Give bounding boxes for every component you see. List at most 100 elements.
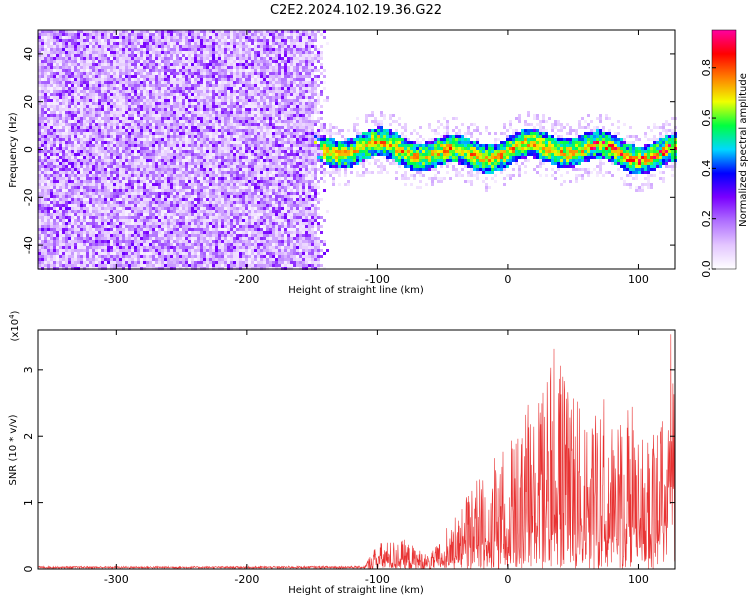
spectrogram-cell xyxy=(212,180,215,183)
spectrogram-cell xyxy=(125,144,128,147)
spectrogram-cell xyxy=(83,129,86,132)
spectrogram-cell xyxy=(203,141,206,144)
spectrogram-cell xyxy=(206,219,209,222)
spectrogram-cell xyxy=(197,204,200,207)
spectrogram-cell xyxy=(218,132,221,135)
spectrogram-cell xyxy=(221,243,224,246)
spectrogram-cell xyxy=(185,147,188,150)
spectrogram-cell xyxy=(167,195,170,198)
spectrogram-cell xyxy=(161,228,164,231)
spectrogram-cell xyxy=(89,39,92,42)
spectrogram-cell xyxy=(188,228,191,231)
spectrogram-cell xyxy=(146,57,149,60)
spectrogram-cell xyxy=(209,219,212,222)
spectrogram-cell xyxy=(167,177,170,180)
spectrogram-cell xyxy=(188,123,191,126)
spectrogram-cell xyxy=(155,231,158,234)
spectrogram-cell xyxy=(53,33,56,36)
spectrogram-cell xyxy=(104,45,107,48)
spectrogram-cell xyxy=(74,87,77,90)
spectrogram-cell xyxy=(89,186,92,189)
spectrogram-cell xyxy=(44,177,47,180)
spectrogram-cell xyxy=(134,231,137,234)
spectrogram-cell xyxy=(179,36,182,39)
spectrogram-cell xyxy=(212,93,215,96)
spectrogram-cell xyxy=(209,84,212,87)
spectrogram-cell xyxy=(221,87,224,90)
spectrogram-cell xyxy=(161,132,164,135)
spectrogram-cell xyxy=(80,201,83,204)
spectrogram-cell xyxy=(128,252,131,255)
spectrogram-cell xyxy=(77,105,80,108)
spectrogram-cell xyxy=(158,210,161,213)
spectrogram-cell xyxy=(212,141,215,144)
spectrogram-cell xyxy=(179,165,182,168)
spectrogram-cell xyxy=(98,198,101,201)
spectrogram-cell xyxy=(161,147,164,150)
spectrogram-cell xyxy=(38,60,41,63)
spectrogram-cell xyxy=(203,39,206,42)
spectrogram-cell xyxy=(155,144,158,147)
spectrogram-cell xyxy=(188,33,191,36)
spectrogram-cell xyxy=(47,231,50,234)
spectrogram-cell xyxy=(170,120,173,123)
spectrogram-cell xyxy=(68,255,71,258)
spectrogram-cell xyxy=(101,264,104,267)
spectrogram-cell xyxy=(185,93,188,96)
spectrogram-cell xyxy=(80,51,83,54)
spectrogram-cell xyxy=(80,33,83,36)
spectrogram-cell xyxy=(122,216,125,219)
spectrogram-cell xyxy=(68,207,71,210)
spectrogram-cell xyxy=(194,159,197,162)
spectrogram-cell xyxy=(128,255,131,258)
spectrogram-cell xyxy=(140,102,143,105)
spectrogram-cell xyxy=(62,216,65,219)
spectrogram-cell xyxy=(152,258,155,261)
spectrogram-cell xyxy=(119,42,122,45)
spectrogram-cell xyxy=(74,144,77,147)
spectrogram-cell xyxy=(107,237,110,240)
spectrogram-cell xyxy=(71,105,74,108)
spectrogram-cell xyxy=(128,33,131,36)
spectrogram-cell xyxy=(128,264,131,267)
spectrogram-cell xyxy=(59,132,62,135)
spectrogram-cell xyxy=(62,195,65,198)
spectrogram-cell xyxy=(83,210,86,213)
spectrogram-cell xyxy=(68,72,71,75)
spectrogram-cell xyxy=(125,78,128,81)
spectrogram-cell xyxy=(80,147,83,150)
spectrogram-cell xyxy=(38,189,41,192)
spectrogram-cell xyxy=(38,105,41,108)
spectrogram-cell xyxy=(68,180,71,183)
spectrogram-cell xyxy=(113,45,116,48)
spectrogram-cell xyxy=(65,156,68,159)
spectrogram-cell xyxy=(146,216,149,219)
spectrogram-cell xyxy=(161,78,164,81)
spectrogram-cell xyxy=(173,225,176,228)
spectrogram-cell xyxy=(137,222,140,225)
spectrogram-cell xyxy=(110,225,113,228)
spectrogram-cell xyxy=(44,189,47,192)
spectrogram-cell xyxy=(179,171,182,174)
spectrogram-cell xyxy=(86,36,89,39)
spectrogram-cell xyxy=(65,162,68,165)
spectrogram-cell xyxy=(185,51,188,54)
spectrogram-cell xyxy=(65,144,68,147)
spectrogram-cell xyxy=(89,213,92,216)
spectrogram-cell xyxy=(197,198,200,201)
spectrogram-cell xyxy=(53,60,56,63)
spectrogram-cell xyxy=(173,210,176,213)
spectrogram-cell xyxy=(107,168,110,171)
spectrogram-cell xyxy=(83,114,86,117)
spectrogram-cell xyxy=(215,57,218,60)
spectrogram-cell xyxy=(128,249,131,252)
spectrogram-cell xyxy=(134,255,137,258)
spectrogram-cell xyxy=(83,81,86,84)
spectrogram-cell xyxy=(62,81,65,84)
spectrogram-cell xyxy=(212,114,215,117)
spectrogram-cell xyxy=(221,66,224,69)
spectrogram-cell xyxy=(143,216,146,219)
spectrogram-cell xyxy=(107,135,110,138)
spectrogram-cell xyxy=(221,264,224,267)
spectrogram-cell xyxy=(134,126,137,129)
